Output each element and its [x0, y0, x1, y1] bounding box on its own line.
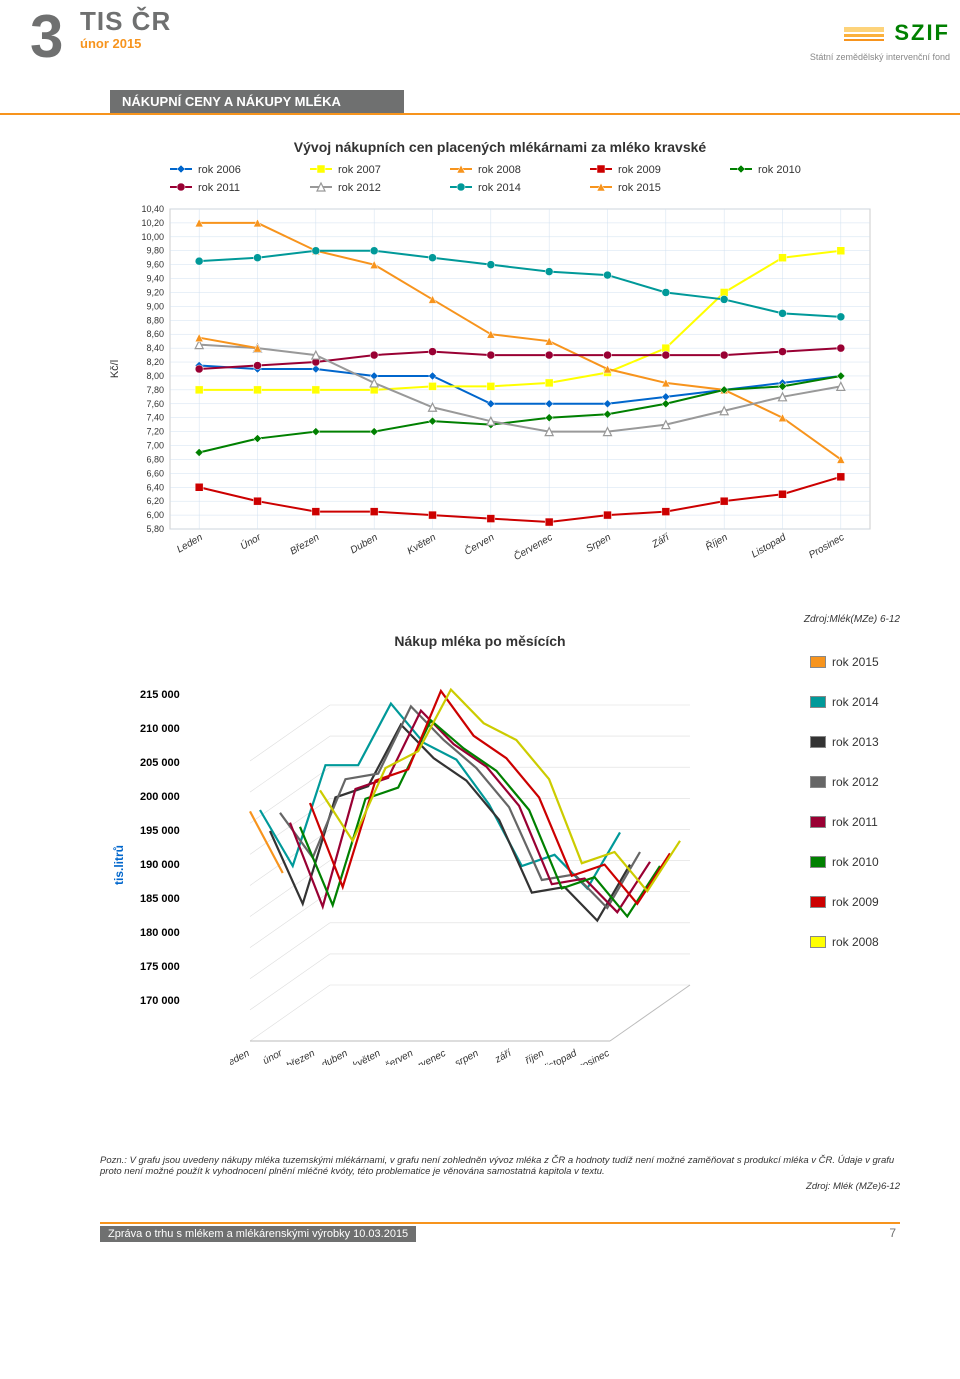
chart2-legend: rok 2015 rok 2014 rok 2013 rok 2012 rok 2011…: [810, 655, 900, 975]
chart2-wrap: tis.litrů 215 000 210 000 205 000 200 000 19…: [100, 655, 900, 1145]
svg-text:6,80: 6,80: [146, 454, 164, 464]
chart2-legend-item: rok 2014: [810, 695, 900, 709]
svg-text:Červenec: Červenec: [511, 530, 555, 563]
svg-text:6,60: 6,60: [146, 468, 164, 478]
chart2-ylabel: tis.litrů: [112, 845, 126, 885]
line-chart-title: Vývoj nákupních cen placených mlékárnami…: [100, 135, 900, 159]
svg-text:10,00: 10,00: [141, 232, 164, 242]
svg-text:srpen: srpen: [453, 1048, 481, 1065]
svg-text:8,80: 8,80: [146, 315, 164, 325]
svg-text:rok 2007: rok 2007: [338, 164, 381, 176]
chart2-title: Nákup mléka po měsících: [0, 633, 960, 649]
brand-subtitle: únor 2015: [80, 36, 141, 51]
szif-title: SZIF: [894, 20, 950, 45]
svg-text:10,20: 10,20: [141, 218, 164, 228]
issue-number: 3: [30, 2, 63, 71]
svg-text:květen: květen: [351, 1048, 383, 1065]
svg-text:8,40: 8,40: [146, 343, 164, 353]
svg-text:rok 2012: rok 2012: [338, 182, 381, 194]
svg-text:Říjen: Říjen: [703, 530, 730, 553]
svg-text:Prosinec: Prosinec: [807, 532, 846, 561]
svg-text:rok 2011: rok 2011: [198, 182, 240, 194]
header-rule: [0, 113, 960, 115]
svg-text:9,60: 9,60: [146, 260, 164, 270]
svg-text:rok 2008: rok 2008: [478, 164, 521, 176]
chart2-ytick: 210 000: [140, 723, 180, 735]
footer-page-number: 7: [889, 1226, 900, 1242]
svg-text:duben: duben: [320, 1048, 350, 1065]
svg-text:7,80: 7,80: [146, 385, 164, 395]
svg-text:Únor: Únor: [238, 530, 264, 552]
chart2-legend-item: rok 2015: [810, 655, 900, 669]
chart2-ytick: 180 000: [140, 927, 180, 939]
svg-text:6,20: 6,20: [146, 496, 164, 506]
svg-text:říjen: říjen: [524, 1048, 547, 1065]
svg-text:9,00: 9,00: [146, 301, 164, 311]
page-footer: Zpráva o trhu s mlékem a mlékárenskými v…: [100, 1222, 900, 1242]
chart2-ytick: 205 000: [140, 757, 180, 769]
svg-text:9,20: 9,20: [146, 287, 164, 297]
svg-text:rok 2014: rok 2014: [478, 182, 521, 194]
chart2-footnote-source: Zdroj: Mlék (MZe)6-12: [100, 1181, 900, 1192]
chart2-legend-item: rok 2013: [810, 735, 900, 749]
svg-text:8,00: 8,00: [146, 371, 164, 381]
brand-label: TIS ČR: [80, 6, 171, 37]
svg-text:6,00: 6,00: [146, 510, 164, 520]
svg-text:Březen: Březen: [288, 532, 321, 558]
svg-text:rok 2015: rok 2015: [618, 182, 661, 194]
line-chart-wrap: Vývoj nákupních cen placených mlékárnami…: [100, 135, 900, 604]
svg-text:6,40: 6,40: [146, 482, 164, 492]
chart2-footnote: Pozn.: V grafu jsou uvedeny nákupy mléka…: [100, 1155, 900, 1177]
svg-text:rok 2009: rok 2009: [618, 164, 661, 176]
chart2-legend-item: rok 2011: [810, 815, 900, 829]
svg-text:rok 2010: rok 2010: [758, 164, 801, 176]
chart2-ytick: 185 000: [140, 893, 180, 905]
chart2-legend-item: rok 2009: [810, 895, 900, 909]
footer-report-title: Zpráva o trhu s mlékem a mlékárenskými v…: [100, 1226, 416, 1242]
chart2-ytick: 215 000: [140, 689, 180, 701]
svg-text:Kč/l: Kč/l: [109, 360, 121, 378]
svg-text:10,40: 10,40: [141, 204, 164, 214]
svg-text:Duben: Duben: [349, 532, 380, 556]
svg-text:5,80: 5,80: [146, 524, 164, 534]
svg-text:Srpen: Srpen: [584, 532, 613, 555]
svg-text:7,20: 7,20: [146, 427, 164, 437]
svg-text:březen: březen: [285, 1048, 318, 1065]
page-header: 3 TIS ČR únor 2015 SZIF Státní zemědělsk…: [0, 0, 960, 90]
chart2-ytick: 170 000: [140, 995, 180, 1007]
chart2-plot: ledenúnorbřezendubenkvětenčervenčervenec…: [230, 665, 740, 1065]
svg-text:Červen: Červen: [462, 530, 497, 558]
svg-text:7,40: 7,40: [146, 413, 164, 423]
chart1-source: Zdroj:Mlék(MZe) 6-12: [0, 614, 900, 625]
chart2-ytick: 195 000: [140, 825, 180, 837]
chart2-legend-item: rok 2012: [810, 775, 900, 789]
svg-text:7,60: 7,60: [146, 399, 164, 409]
svg-text:Září: Září: [650, 531, 673, 551]
chart2-ytick: 175 000: [140, 961, 180, 973]
svg-text:Listopad: Listopad: [750, 532, 789, 561]
svg-text:červen: červen: [383, 1048, 415, 1065]
svg-text:8,60: 8,60: [146, 329, 164, 339]
svg-text:leden: leden: [230, 1048, 252, 1065]
svg-text:únor: únor: [261, 1048, 284, 1065]
section-title-bar: NÁKUPNÍ CENY A NÁKUPY MLÉKA: [110, 90, 404, 113]
svg-text:Květen: Květen: [406, 532, 439, 557]
svg-text:7,00: 7,00: [146, 441, 164, 451]
chart2-legend-item: rok 2008: [810, 935, 900, 949]
chart2-legend-item: rok 2010: [810, 855, 900, 869]
svg-text:Leden: Leden: [175, 532, 205, 556]
svg-text:listopad: listopad: [543, 1048, 579, 1065]
szif-subtitle: Státní zemědělský intervenční fond: [810, 52, 950, 62]
line-chart: rok 2006 rok 2007 rok 2008 rok 2009 rok 2010…: [100, 159, 900, 599]
svg-text:9,40: 9,40: [146, 274, 164, 284]
szif-logo: SZIF Státní zemědělský intervenční fond: [810, 20, 950, 65]
svg-text:9,80: 9,80: [146, 246, 164, 256]
chart2-ytick: 200 000: [140, 791, 180, 803]
chart2-ytick: 190 000: [140, 859, 180, 871]
svg-text:září: září: [492, 1047, 514, 1065]
svg-text:rok 2006: rok 2006: [198, 164, 241, 176]
svg-text:8,20: 8,20: [146, 357, 164, 367]
